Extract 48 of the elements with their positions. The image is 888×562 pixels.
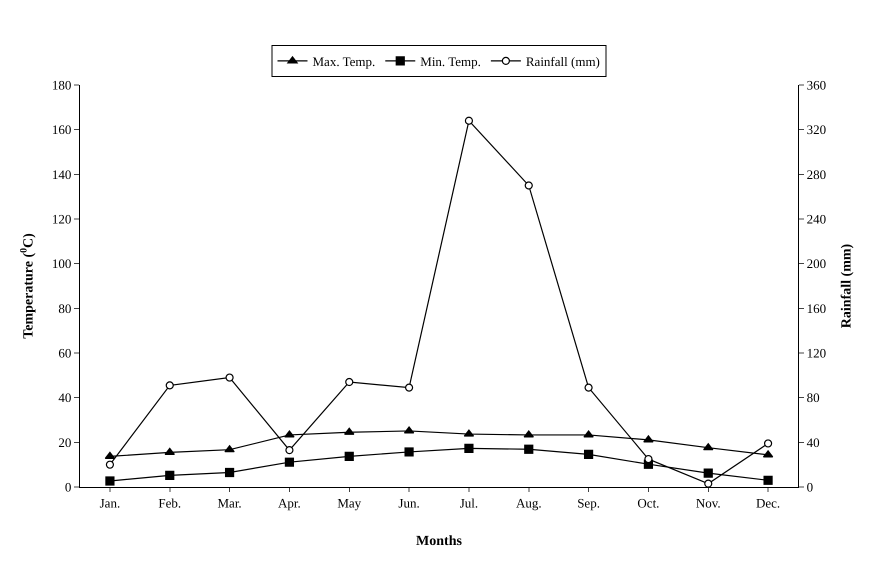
point: [225, 373, 234, 382]
point: [524, 181, 533, 190]
x-tick-label: Jun.: [398, 496, 420, 511]
point: [285, 446, 294, 454]
y2-tick-label: 80: [806, 390, 820, 406]
x-tick-label: Nov.: [696, 496, 721, 511]
y2-tick-label: 240: [806, 212, 826, 227]
y2-tick-label: 280: [806, 166, 826, 182]
x-tick-label: Apr.: [278, 496, 301, 511]
x-axis-title: Months: [416, 534, 462, 549]
x-tick-label: Feb.: [158, 496, 182, 511]
y-tick-label: 120: [52, 212, 72, 227]
point: [704, 480, 712, 488]
legend-label: Rainfall (mm): [526, 54, 600, 69]
y2-tick-label: 200: [806, 256, 826, 272]
y2-tick-label: 120: [806, 346, 826, 361]
point: [345, 378, 354, 386]
y2-tick-label: 320: [806, 122, 826, 138]
y-tick-label: 20: [58, 434, 72, 450]
x-tick-label: Dec.: [756, 496, 780, 511]
point: [764, 439, 772, 448]
y2-axis-title: Rainfall (mm): [839, 243, 854, 328]
y2-tick-label: 160: [806, 300, 826, 316]
y2-tick-label: 0: [806, 480, 814, 495]
point: [584, 384, 593, 392]
point: [464, 116, 474, 125]
y-tick-label: 160: [52, 122, 72, 138]
x-tick-label: Sep.: [577, 496, 600, 511]
point: [166, 381, 174, 390]
x-tick-label: Mar.: [217, 496, 242, 511]
y-tick-label: 100: [52, 256, 72, 272]
y-tick-label: 180: [52, 78, 72, 93]
legend-label: Min. Temp.: [420, 54, 481, 69]
y-tick-label: 60: [58, 346, 72, 361]
y-tick-label: 40: [58, 390, 72, 406]
y-tick-label: 140: [52, 166, 72, 182]
y-tick-label: 0: [64, 480, 72, 495]
x-tick-label: Aug.: [516, 496, 542, 511]
x-tick-label: May: [337, 496, 362, 511]
point: [106, 460, 114, 469]
legend-label: Max. Temp.: [312, 54, 376, 69]
x-tick-label: Jul.: [460, 496, 478, 511]
y-tick-label: 80: [58, 300, 72, 316]
y2-tick-label: 360: [806, 78, 826, 93]
point: [404, 384, 414, 392]
y2-tick-label: 40: [806, 434, 820, 450]
x-tick-label: Oct.: [637, 496, 660, 511]
x-tick-label: Jan.: [100, 496, 120, 511]
